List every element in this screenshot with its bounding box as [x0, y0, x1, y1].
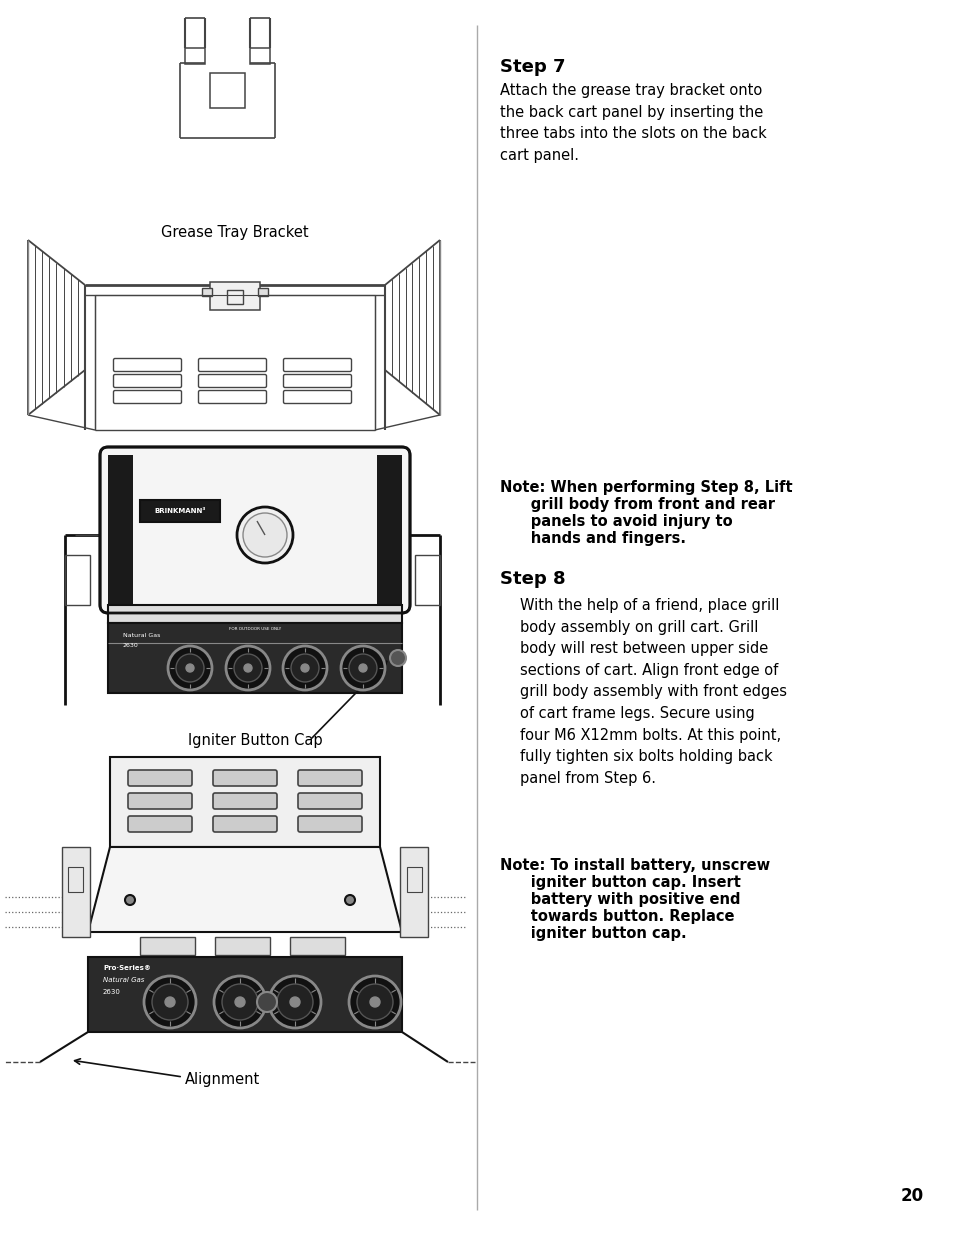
Text: towards button. Replace: towards button. Replace: [499, 909, 734, 924]
Circle shape: [283, 646, 327, 690]
Bar: [65, 555, 90, 605]
Circle shape: [358, 664, 367, 672]
Circle shape: [356, 984, 393, 1020]
FancyBboxPatch shape: [213, 816, 276, 832]
Text: Note: To install battery, unscrew: Note: To install battery, unscrew: [499, 858, 769, 873]
FancyBboxPatch shape: [297, 793, 361, 809]
Bar: [110, 757, 379, 847]
Bar: [227, 290, 243, 304]
Circle shape: [168, 646, 212, 690]
Circle shape: [144, 976, 195, 1028]
Bar: [108, 622, 401, 693]
Bar: [214, 937, 270, 955]
Bar: [407, 867, 421, 892]
Text: Grease Tray Bracket: Grease Tray Bracket: [161, 225, 309, 240]
Bar: [399, 847, 428, 937]
Bar: [140, 500, 220, 522]
Circle shape: [269, 976, 320, 1028]
Text: With the help of a friend, place grill
body assembly on grill cart. Grill
body w: With the help of a friend, place grill b…: [519, 598, 786, 785]
Circle shape: [349, 976, 400, 1028]
Text: Pro·Series®: Pro·Series®: [103, 965, 151, 971]
Text: igniter button cap. Insert: igniter button cap. Insert: [499, 876, 740, 890]
Circle shape: [152, 984, 188, 1020]
FancyBboxPatch shape: [100, 447, 410, 613]
Circle shape: [291, 655, 318, 682]
FancyBboxPatch shape: [213, 793, 276, 809]
Text: BRINKMANN³: BRINKMANN³: [154, 508, 206, 514]
Circle shape: [186, 664, 193, 672]
Text: Natural Gas: Natural Gas: [103, 977, 144, 983]
Circle shape: [244, 664, 252, 672]
Circle shape: [125, 895, 135, 905]
Text: grill body from front and rear: grill body from front and rear: [499, 496, 774, 513]
Text: Note: When performing Step 8, Lift: Note: When performing Step 8, Lift: [499, 480, 792, 495]
Circle shape: [243, 513, 287, 557]
Circle shape: [340, 646, 385, 690]
FancyBboxPatch shape: [128, 769, 192, 785]
Text: hands and fingers.: hands and fingers.: [499, 531, 685, 546]
Circle shape: [233, 655, 262, 682]
Circle shape: [256, 992, 276, 1011]
Text: Alignment: Alignment: [185, 1072, 260, 1087]
FancyBboxPatch shape: [128, 793, 192, 809]
Bar: [210, 73, 245, 107]
Bar: [108, 454, 132, 605]
Text: Natural Gas: Natural Gas: [123, 634, 160, 638]
Text: Step 7: Step 7: [499, 58, 565, 77]
Bar: [290, 937, 345, 955]
Bar: [376, 454, 401, 605]
Text: igniter button cap.: igniter button cap.: [499, 926, 686, 941]
FancyBboxPatch shape: [128, 816, 192, 832]
Circle shape: [226, 646, 270, 690]
Text: 20: 20: [900, 1187, 923, 1205]
FancyBboxPatch shape: [297, 816, 361, 832]
Text: 2630: 2630: [103, 989, 121, 995]
Text: Attach the grease tray bracket onto
the back cart panel by inserting the
three t: Attach the grease tray bracket onto the …: [499, 83, 766, 163]
Circle shape: [236, 508, 293, 563]
Bar: [108, 605, 401, 622]
Circle shape: [276, 984, 313, 1020]
Bar: [250, 48, 270, 64]
Text: Step 8: Step 8: [499, 571, 565, 588]
Circle shape: [345, 895, 355, 905]
Circle shape: [175, 655, 204, 682]
Circle shape: [165, 997, 174, 1007]
Circle shape: [234, 997, 245, 1007]
Bar: [415, 555, 439, 605]
Circle shape: [370, 997, 379, 1007]
FancyBboxPatch shape: [297, 769, 361, 785]
Text: Igniter Button Cap: Igniter Button Cap: [188, 734, 322, 748]
Bar: [202, 288, 212, 296]
Text: battery with positive end: battery with positive end: [499, 892, 740, 906]
Bar: [62, 847, 90, 937]
Circle shape: [213, 976, 266, 1028]
Text: FOR OUTDOOR USE ONLY: FOR OUTDOOR USE ONLY: [229, 627, 281, 631]
Bar: [68, 867, 83, 892]
Bar: [140, 937, 194, 955]
Bar: [88, 957, 401, 1032]
Circle shape: [301, 664, 309, 672]
Text: panels to avoid injury to: panels to avoid injury to: [499, 514, 732, 529]
Circle shape: [290, 997, 299, 1007]
Bar: [210, 282, 260, 310]
Circle shape: [390, 650, 406, 666]
Circle shape: [222, 984, 257, 1020]
Bar: [257, 288, 268, 296]
Polygon shape: [88, 847, 401, 932]
Circle shape: [349, 655, 376, 682]
Bar: [185, 48, 205, 64]
Text: 2630: 2630: [123, 643, 138, 648]
FancyBboxPatch shape: [213, 769, 276, 785]
